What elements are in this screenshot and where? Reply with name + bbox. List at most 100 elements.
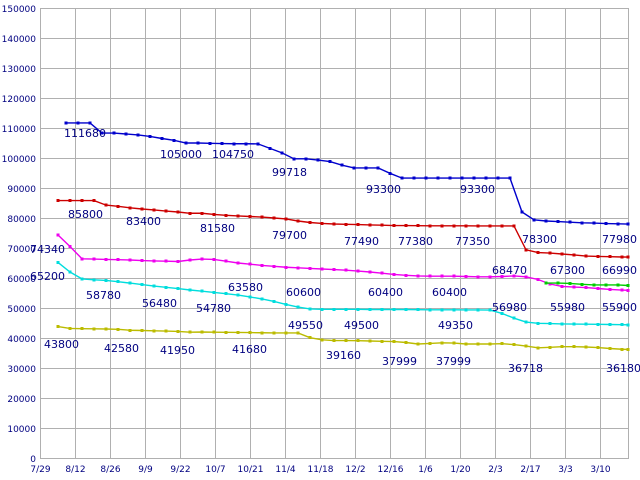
- series-magenta-marker: [224, 259, 228, 263]
- data-point-value-label: 56480: [142, 297, 177, 310]
- series-olive-marker: [80, 327, 84, 331]
- series-blue-marker: [184, 141, 188, 145]
- y-axis-tick-label: 60000: [7, 275, 36, 285]
- series-cyan-marker: [560, 322, 564, 326]
- series-red-marker: [392, 224, 396, 228]
- series-cyan-marker: [236, 293, 240, 297]
- series-blue-marker: [532, 218, 536, 222]
- series-blue-marker: [112, 131, 116, 135]
- series-olive-marker: [488, 342, 492, 346]
- series-olive-marker: [356, 339, 360, 343]
- series-blue-marker: [208, 141, 212, 145]
- series-blue-marker: [136, 133, 140, 137]
- series-blue-marker: [626, 222, 630, 226]
- series-magenta-marker: [212, 257, 216, 261]
- series-olive-marker: [452, 341, 456, 345]
- series-blue-marker: [160, 137, 164, 140]
- series-olive-marker: [260, 331, 264, 335]
- series-olive-marker: [536, 346, 540, 350]
- series-magenta-marker: [188, 258, 192, 262]
- x-axis-tick-label: 10/7: [205, 465, 225, 475]
- series-blue-marker: [400, 176, 404, 180]
- series-cyan-marker: [152, 284, 156, 288]
- series-olive-marker: [236, 330, 240, 334]
- series-magenta-marker: [236, 261, 240, 265]
- series-olive-marker: [572, 345, 576, 349]
- series-blue-marker: [364, 166, 368, 170]
- series-green-marker: [592, 283, 596, 287]
- series-red: [56, 199, 630, 259]
- series-olive-marker: [248, 331, 252, 335]
- series-cyan-marker: [320, 307, 324, 311]
- series-red-marker: [260, 215, 264, 219]
- series-red-marker: [188, 211, 192, 215]
- data-point-value-label: 111680: [64, 127, 106, 140]
- series-magenta-marker: [308, 266, 312, 270]
- series-magenta-marker: [548, 282, 552, 286]
- x-axis-tick-label: 3/3: [558, 465, 572, 475]
- series-magenta-marker: [464, 275, 468, 278]
- series-blue-marker: [340, 163, 344, 167]
- series-green-marker: [580, 282, 584, 286]
- series-red-marker: [626, 255, 630, 259]
- data-point-value-label: 77980: [602, 233, 637, 246]
- series-magenta-marker: [356, 269, 360, 273]
- series-magenta-marker: [404, 273, 408, 277]
- series-blue-marker: [484, 176, 488, 180]
- vertical-gridlines: [40, 8, 601, 458]
- data-point-value-label: 93300: [366, 183, 401, 196]
- data-point-value-label: 60400: [432, 286, 467, 299]
- x-axis-tick-label: 8/12: [65, 465, 85, 475]
- series-cyan-marker: [272, 299, 276, 303]
- series-blue-marker: [304, 157, 308, 161]
- series-cyan-marker: [104, 278, 108, 282]
- series-red-marker: [308, 221, 312, 224]
- series-cyan-marker: [224, 292, 228, 296]
- series-magenta-marker: [344, 268, 348, 272]
- x-axis-tick-label: 2/17: [520, 465, 540, 475]
- series-green-marker: [556, 281, 560, 285]
- data-point-value-label: 41950: [160, 344, 195, 357]
- series-blue-marker: [124, 132, 128, 136]
- series-green-line: [546, 282, 629, 287]
- series-olive: [56, 325, 630, 351]
- series-cyan-marker: [116, 280, 120, 284]
- series-cyan-marker: [392, 308, 396, 311]
- series-cyan-marker: [308, 307, 312, 311]
- x-axis-tick-label: 9/9: [138, 465, 153, 475]
- series-red-marker: [608, 255, 612, 259]
- series-magenta-marker: [392, 272, 396, 276]
- series-cyan-marker: [80, 277, 84, 281]
- series-red-marker: [332, 222, 336, 226]
- data-point-value-label: 36718: [508, 362, 543, 375]
- series-green-marker: [568, 281, 572, 285]
- series-olive-marker: [626, 347, 630, 351]
- series-blue-marker: [544, 219, 548, 223]
- series-magenta-marker: [128, 258, 132, 262]
- series-magenta-marker: [380, 271, 384, 275]
- series-red-marker: [500, 224, 504, 228]
- series-magenta-marker: [440, 274, 444, 278]
- series-olive-marker: [164, 329, 168, 333]
- series-blue: [64, 121, 630, 226]
- series-blue-marker: [568, 220, 572, 224]
- data-point-value-label: 67300: [550, 264, 585, 277]
- data-point-value-label: 83400: [126, 215, 161, 228]
- series-red-marker: [68, 199, 72, 203]
- series-magenta-marker: [476, 275, 480, 279]
- data-point-value-label: 85800: [68, 208, 103, 221]
- series-red-marker: [248, 215, 252, 218]
- series-olive-marker: [56, 325, 60, 329]
- series-red-marker: [92, 199, 96, 203]
- series-red-marker: [524, 248, 528, 252]
- data-point-value-label: 55900: [602, 301, 637, 314]
- series-blue-marker: [352, 166, 356, 170]
- series-red-marker: [488, 224, 492, 228]
- series-red-marker: [380, 223, 384, 227]
- series-magenta-marker: [104, 257, 108, 261]
- series-cyan-marker: [176, 287, 180, 291]
- series-olive-marker: [560, 345, 564, 349]
- series-cyan-marker: [626, 323, 630, 327]
- series-blue-marker: [220, 142, 224, 146]
- series-cyan-marker: [56, 260, 60, 264]
